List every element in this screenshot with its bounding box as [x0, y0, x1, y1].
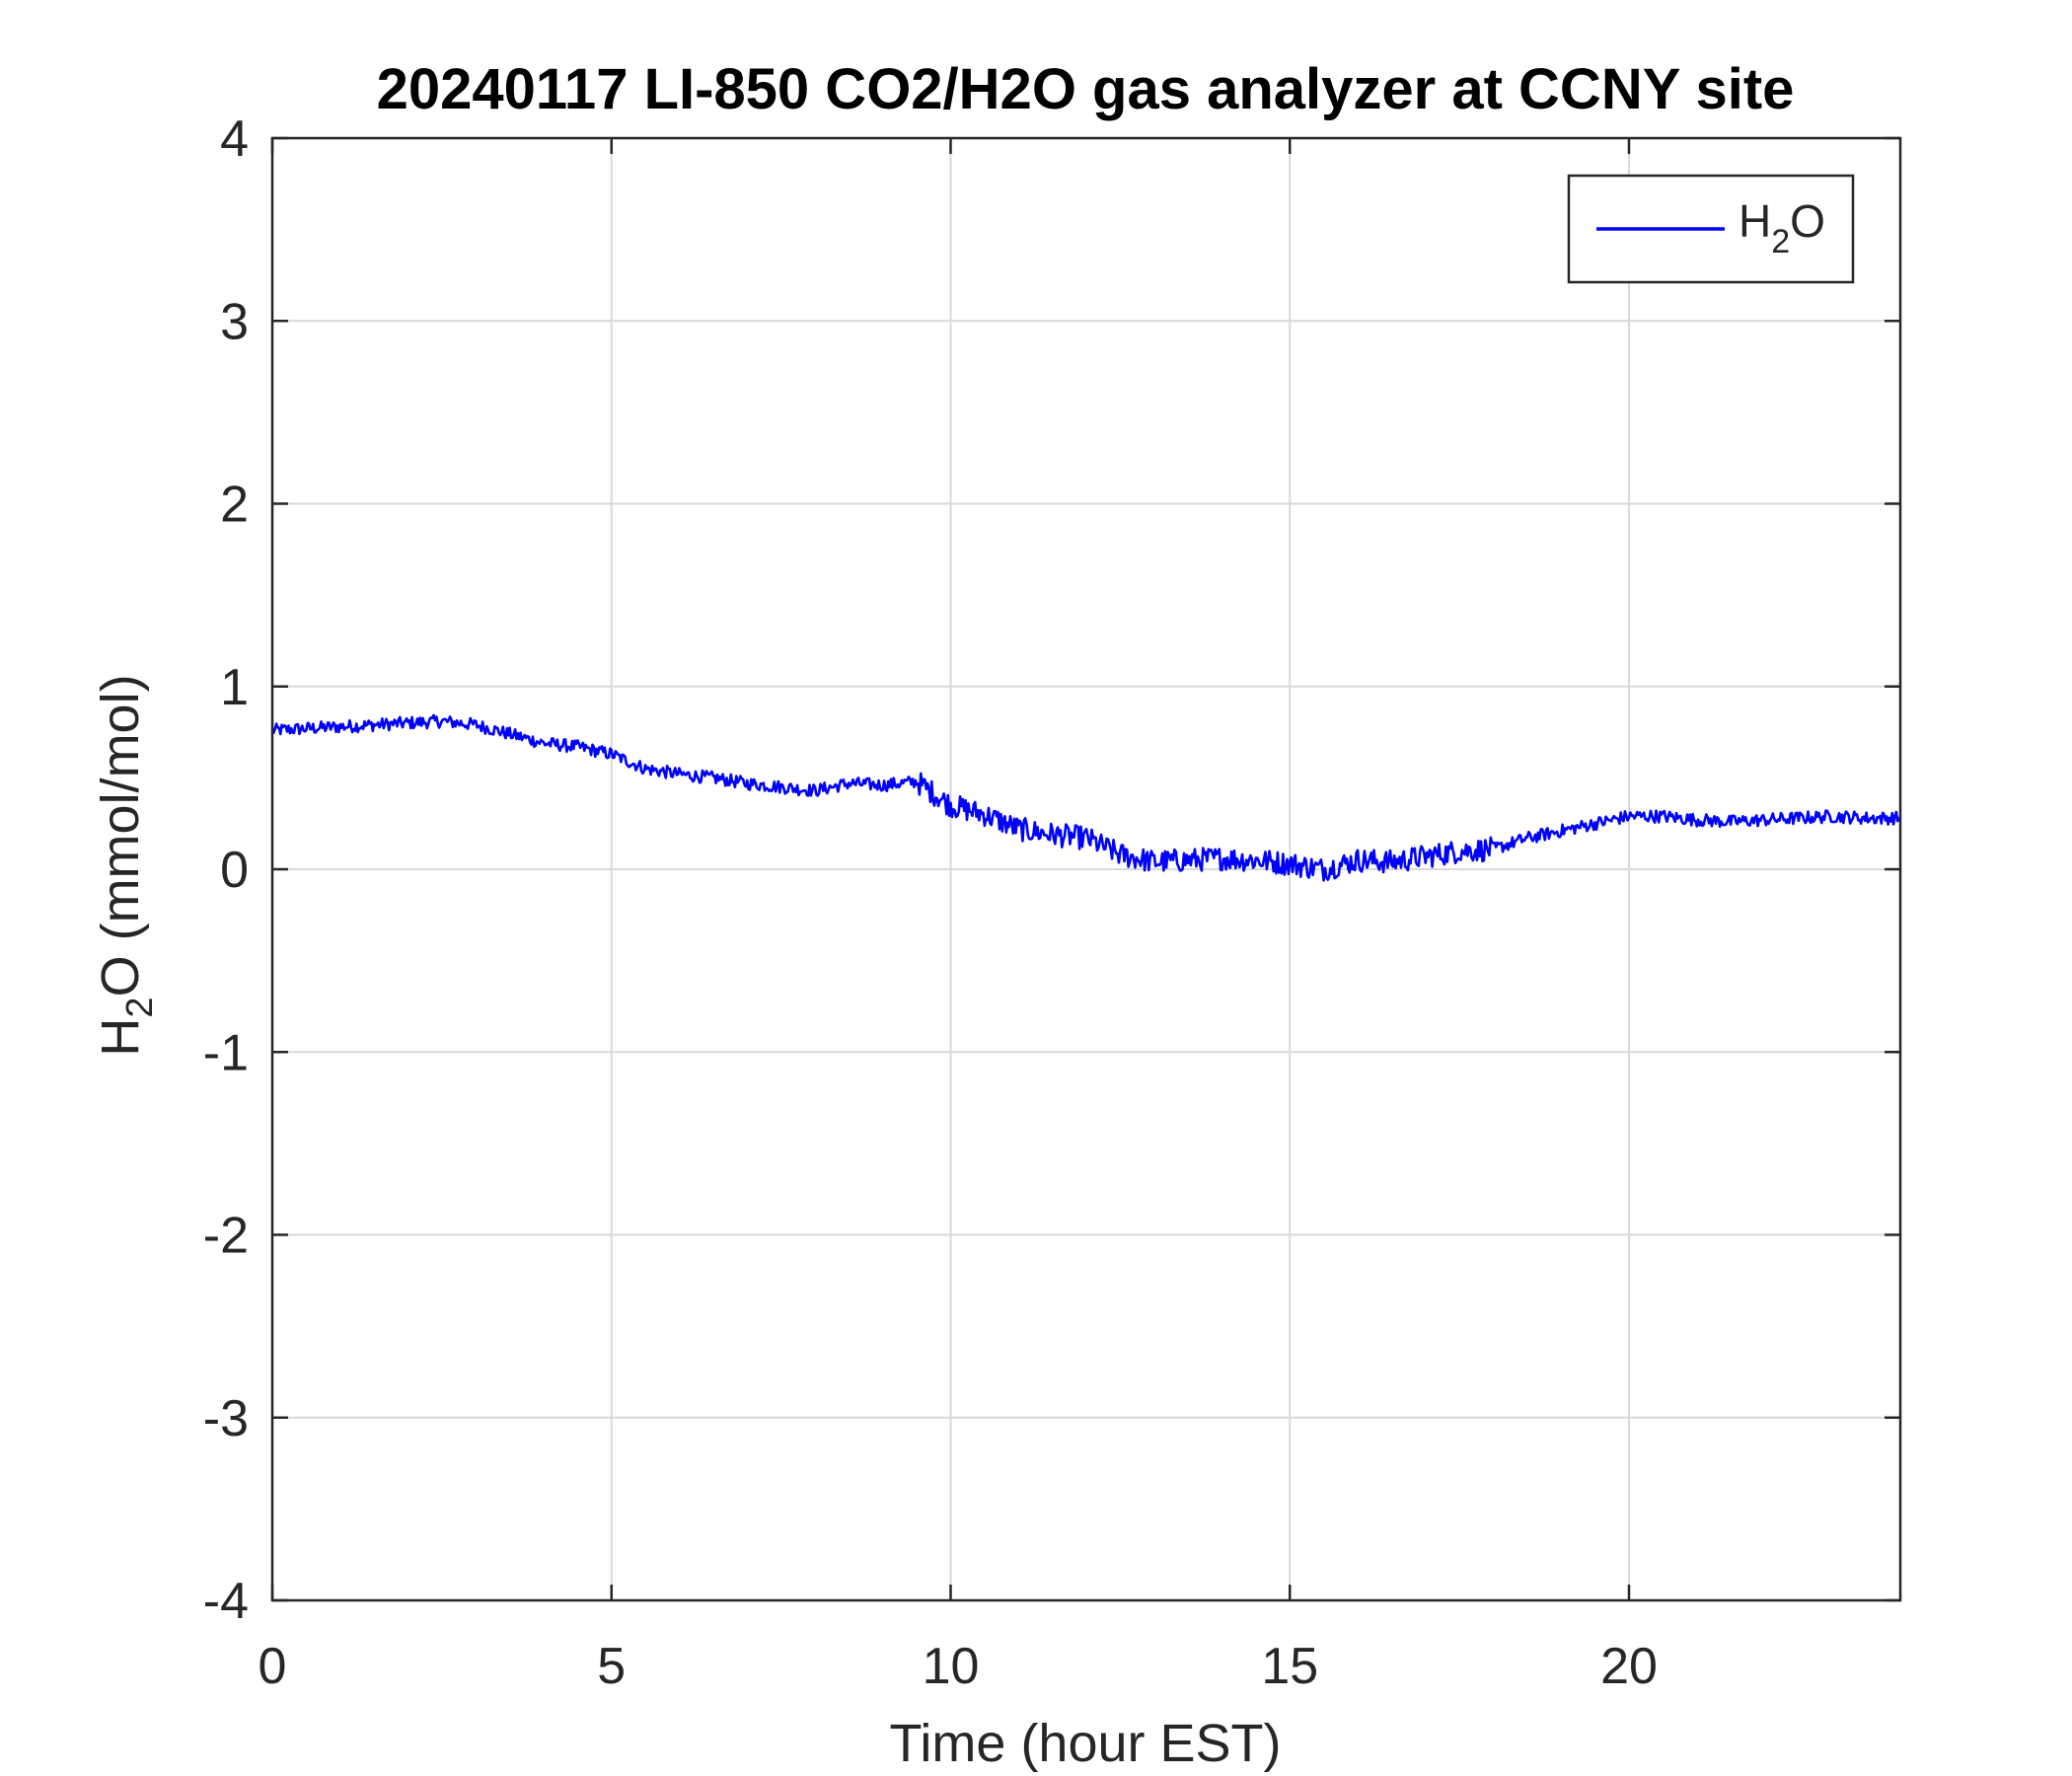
y-axis-label-sub: 2 [119, 997, 161, 1017]
y-tick-label: -1 [203, 1024, 249, 1081]
x-tick-label: 5 [597, 1638, 626, 1695]
axes-box [270, 136, 1902, 1602]
legend: H2O [1567, 174, 1855, 284]
legend-label-sub: 2 [1771, 223, 1790, 260]
y-axis-label-main: H [91, 1018, 150, 1057]
y-tick-label: -2 [203, 1208, 249, 1265]
y-tick-label: 1 [220, 659, 249, 716]
legend-label-rest: O [1790, 195, 1825, 247]
x-tick-label: 0 [259, 1638, 287, 1695]
y-axis-label: H2O (mmol/mol) [91, 674, 161, 1056]
legend-label-h2o: H2O [1739, 195, 1825, 260]
y-tick-label: 4 [220, 111, 249, 168]
y-tick-labels: -4 -3 -2 -1 0 1 2 3 4 [203, 111, 249, 1630]
y-axis-label-rest: O (mmol/mol) [91, 674, 150, 997]
x-tick-label: 20 [1600, 1638, 1658, 1695]
y-tick-label: -3 [203, 1390, 249, 1447]
x-tick-labels: 0 5 10 15 20 [259, 1638, 1658, 1695]
chart-title: 20240117 LI-850 CO2/H2O gas analyzer at … [377, 57, 1795, 121]
x-axis-label: Time (hour EST) [889, 1714, 1281, 1773]
x-tick-label: 15 [1261, 1638, 1318, 1695]
y-tick-label: 0 [220, 842, 249, 899]
y-tick-label: 3 [220, 293, 249, 350]
series-line-h2o [270, 713, 1902, 882]
y-tick-label: -4 [203, 1573, 249, 1630]
x-tick-label: 10 [923, 1638, 980, 1695]
axis-ticks [270, 136, 1902, 1602]
y-tick-label: 2 [220, 477, 249, 534]
plot-area [270, 713, 1902, 882]
legend-label-main: H [1739, 195, 1771, 247]
